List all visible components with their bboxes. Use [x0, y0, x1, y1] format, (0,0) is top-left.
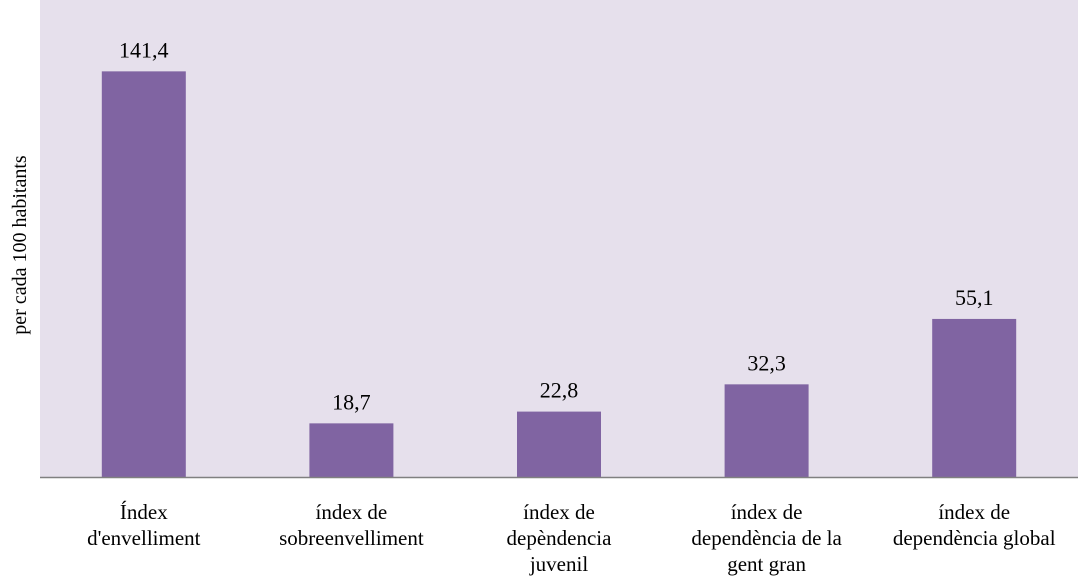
x-tick-label-line: índex de	[938, 500, 1010, 524]
data-label-3: 22,8	[540, 378, 579, 403]
data-label-1: 141,4	[119, 37, 169, 62]
x-tick-label-line: d'envelliment	[87, 526, 201, 550]
data-labels-layer: 141,4 18,7 22,8 32,3 55,1	[119, 37, 993, 414]
data-label-5: 55,1	[955, 285, 994, 310]
x-tick-label-line: índex de	[316, 500, 388, 524]
x-tick-label-line: juvenil	[529, 552, 588, 576]
bar-3	[517, 411, 601, 477]
x-tick-label-4: índex de dependència de la gent gran	[691, 500, 842, 576]
x-tick-label-line: Índex	[120, 500, 168, 524]
x-tick-label-line: dependència de la	[691, 526, 842, 550]
x-tick-label-line: sobreenvelliment	[279, 526, 424, 550]
x-tick-label-3: índex de depèndencia juvenil	[507, 500, 613, 576]
x-tick-label-line: dependència global	[893, 526, 1056, 550]
bar-2	[309, 423, 394, 477]
bar-4	[724, 384, 809, 477]
data-label-4: 32,3	[747, 350, 786, 375]
bar-1	[101, 71, 186, 477]
x-tick-label-line: índex de	[523, 500, 595, 524]
x-tick-label-2: índex de sobreenvelliment	[279, 500, 424, 550]
x-tick-label-line: índex de	[731, 500, 803, 524]
x-tick-label-1: Índex d'envelliment	[87, 500, 201, 550]
data-label-2: 18,7	[332, 389, 371, 414]
plot-area	[40, 0, 1078, 477]
x-tick-label-5: índex de dependència global	[893, 500, 1056, 550]
bars-layer	[101, 71, 1017, 477]
x-tick-label-line: depèndencia	[507, 526, 613, 550]
y-axis-label: per cada 100 habitants	[9, 155, 31, 335]
bar-5	[932, 318, 1017, 477]
x-tick-label-line: gent gran	[727, 552, 806, 576]
